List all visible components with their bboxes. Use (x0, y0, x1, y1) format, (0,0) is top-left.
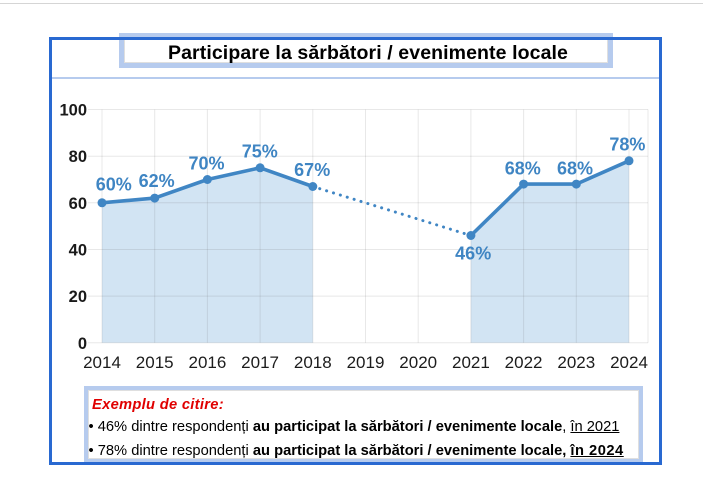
svg-text:2014: 2014 (83, 353, 121, 372)
svg-text:2020: 2020 (399, 353, 437, 372)
svg-text:100: 100 (59, 102, 87, 120)
svg-text:70%: 70% (188, 154, 224, 174)
svg-text:2016: 2016 (188, 353, 226, 372)
svg-text:2021: 2021 (452, 353, 490, 372)
svg-text:2017: 2017 (241, 353, 279, 372)
svg-text:0: 0 (78, 335, 87, 353)
svg-text:2019: 2019 (347, 353, 385, 372)
svg-text:2015: 2015 (136, 353, 174, 372)
svg-text:2023: 2023 (557, 353, 595, 372)
svg-text:68%: 68% (557, 158, 593, 178)
svg-text:62%: 62% (139, 171, 175, 191)
svg-text:40: 40 (69, 242, 87, 260)
svg-text:75%: 75% (242, 142, 278, 162)
svg-text:68%: 68% (505, 158, 541, 178)
svg-text:2018: 2018 (294, 353, 332, 372)
svg-text:67%: 67% (294, 160, 330, 180)
svg-text:46%: 46% (455, 244, 491, 264)
svg-text:2022: 2022 (505, 353, 543, 372)
svg-text:60%: 60% (96, 175, 132, 195)
svg-text:78%: 78% (609, 134, 645, 154)
svg-text:20: 20 (69, 288, 87, 306)
svg-text:60: 60 (69, 195, 87, 213)
svg-text:2024: 2024 (610, 353, 648, 372)
svg-text:80: 80 (69, 148, 87, 166)
